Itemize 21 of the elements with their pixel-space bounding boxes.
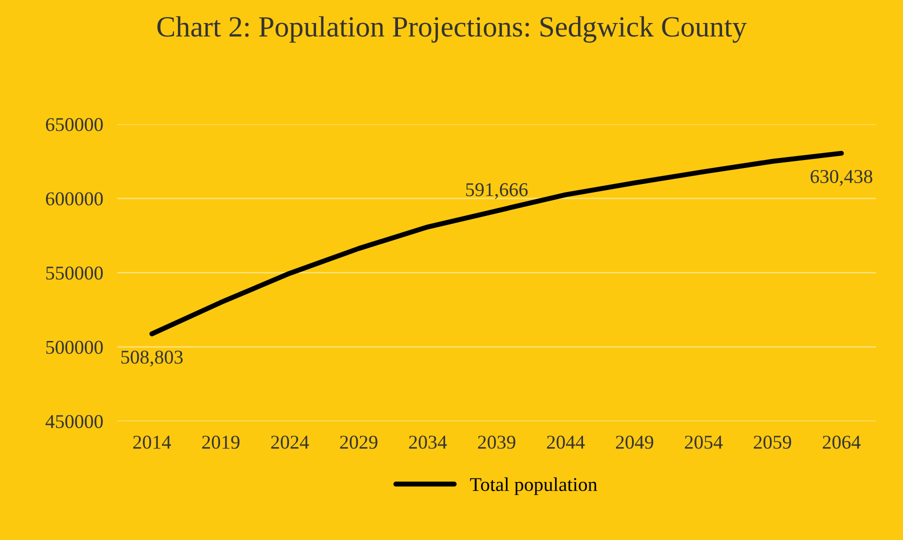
legend-label: Total population	[470, 477, 598, 496]
data-label: 508,803	[121, 350, 183, 367]
x-tick-label: 2034	[409, 436, 447, 449]
x-tick-label: 2044	[547, 436, 585, 449]
data-label: 630,438	[810, 170, 872, 186]
x-tick-label: 2054	[684, 436, 723, 449]
chart-title: Chart 2: Population Projections: Sedgwick County	[157, 16, 747, 43]
y-tick-label: 450000	[46, 415, 103, 428]
x-tick-label: 2059	[754, 436, 792, 449]
x-tick-label: 2064	[822, 436, 861, 449]
x-tick-label: 2019	[202, 436, 240, 449]
y-tick-label: 650000	[46, 118, 103, 132]
x-tick-label: 2014	[133, 436, 172, 449]
x-tick-label: 2049	[616, 436, 654, 449]
y-tick-label: 600000	[46, 192, 103, 206]
data-label: 591,666	[466, 183, 528, 200]
x-tick-label: 2024	[271, 436, 309, 449]
y-tick-label: 550000	[46, 266, 103, 280]
x-tick-label: 2039	[478, 436, 516, 449]
y-tick-label: 500000	[46, 340, 103, 354]
x-tick-label: 2029	[340, 436, 378, 449]
